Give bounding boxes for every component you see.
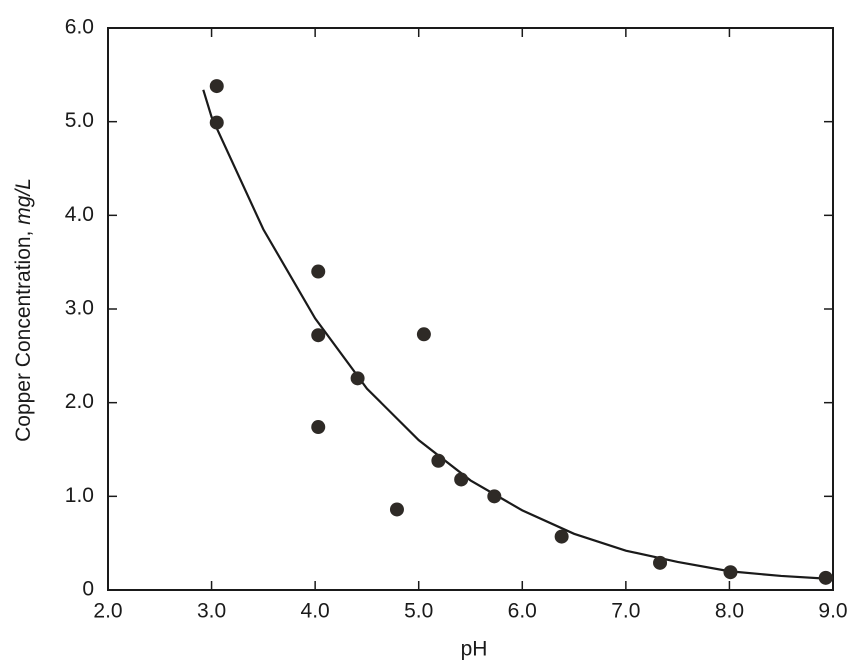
x-tick-label: 8.0 <box>715 600 744 623</box>
y-tick-label: 5.0 <box>65 109 94 132</box>
y-axis-title-text: Copper Concentration, <box>12 225 35 442</box>
x-axis-title: pH <box>461 638 488 661</box>
data-point <box>431 453 446 468</box>
data-point <box>554 529 569 544</box>
x-tick-label: 4.0 <box>301 600 330 623</box>
x-tick-label: 9.0 <box>818 600 847 623</box>
x-tick-label: 2.0 <box>93 600 122 623</box>
x-tick-label: 5.0 <box>404 600 433 623</box>
data-point <box>818 570 833 585</box>
y-tick-label: 2.0 <box>65 390 94 413</box>
x-tick-label: 6.0 <box>508 600 537 623</box>
y-tick-label: 3.0 <box>65 297 94 320</box>
data-point <box>311 264 326 279</box>
data-point <box>209 115 224 130</box>
data-point <box>389 502 404 517</box>
plot-frame <box>107 27 834 591</box>
y-tick-label: 4.0 <box>65 203 94 226</box>
data-point <box>416 327 431 342</box>
y-axis-unit: mg/L <box>12 178 35 225</box>
data-point <box>487 489 502 504</box>
data-point <box>350 371 365 386</box>
data-point <box>311 420 326 435</box>
y-tick-label: 6.0 <box>65 16 94 39</box>
y-tick-label: 1.0 <box>65 484 94 507</box>
data-point <box>454 472 469 487</box>
x-tick-label: 7.0 <box>611 600 640 623</box>
y-tick-label: 0 <box>82 578 94 601</box>
data-point <box>209 79 224 94</box>
fit-curve <box>202 89 828 580</box>
data-point <box>653 555 668 570</box>
data-point <box>311 328 326 343</box>
y-axis-title: Copper Concentration, mg/L <box>12 178 35 442</box>
x-tick-label: 3.0 <box>197 600 226 623</box>
data-point <box>723 565 738 580</box>
